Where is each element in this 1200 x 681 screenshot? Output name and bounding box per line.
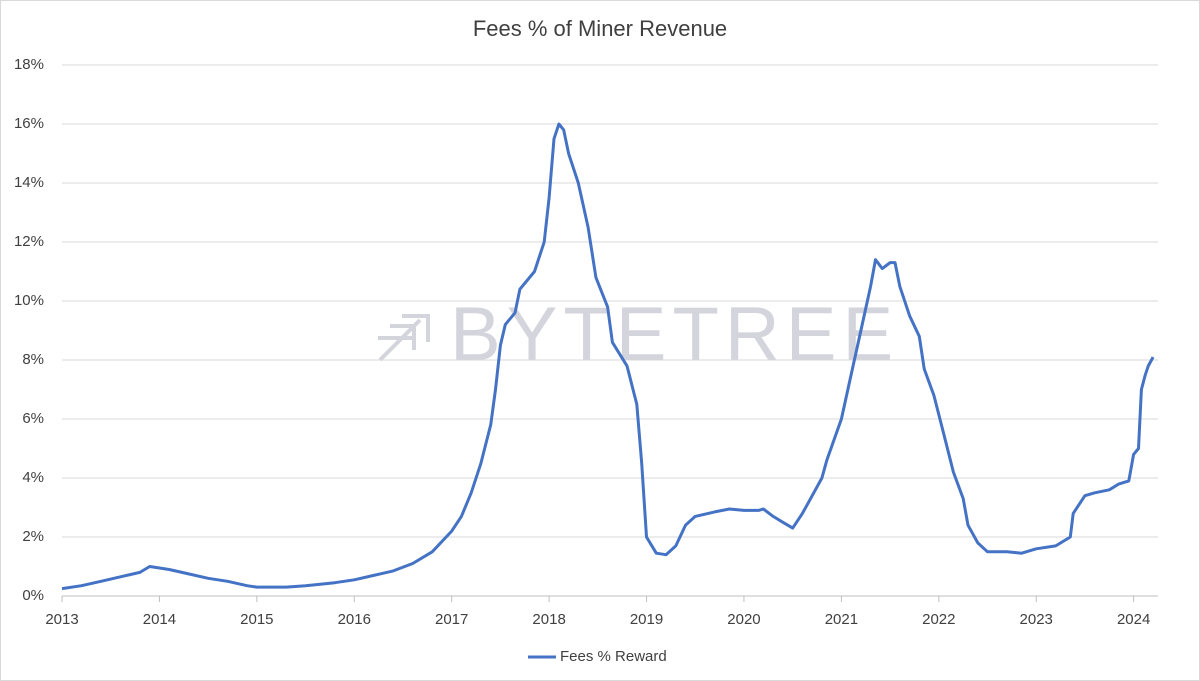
x-tick-label: 2016 xyxy=(338,611,371,628)
x-tick-label: 2013 xyxy=(45,611,78,628)
x-tick-label: 2019 xyxy=(630,611,663,628)
x-tick-label: 2021 xyxy=(825,611,858,628)
x-tick-label: 2023 xyxy=(1020,611,1053,628)
y-tick-label: 8% xyxy=(22,351,44,368)
y-tick-label: 10% xyxy=(14,292,44,309)
x-tick-label: 2020 xyxy=(727,611,760,628)
x-tick-label: 2017 xyxy=(435,611,468,628)
data-line xyxy=(61,122,1155,591)
y-tick-label: 4% xyxy=(22,469,44,486)
x-tick-label: 2014 xyxy=(143,611,176,628)
x-tick-label: 2022 xyxy=(922,611,955,628)
y-tick-label: 16% xyxy=(14,115,44,132)
watermark-logo xyxy=(378,314,430,362)
y-tick-label: 2% xyxy=(22,528,44,545)
watermark: BYTETREE xyxy=(450,292,899,377)
x-tick-label: 2015 xyxy=(240,611,273,628)
y-tick-label: 12% xyxy=(14,233,44,250)
chart-title: Fees % of Miner Revenue xyxy=(473,16,727,41)
x-tick-label: 2018 xyxy=(532,611,565,628)
x-tick-label: 2024 xyxy=(1117,611,1150,628)
y-tick-label: 6% xyxy=(22,410,44,427)
y-tick-label: 18% xyxy=(14,56,44,73)
legend-label: Fees % Reward xyxy=(560,648,667,665)
y-tick-label: 0% xyxy=(22,587,44,604)
y-tick-label: 14% xyxy=(14,174,44,191)
